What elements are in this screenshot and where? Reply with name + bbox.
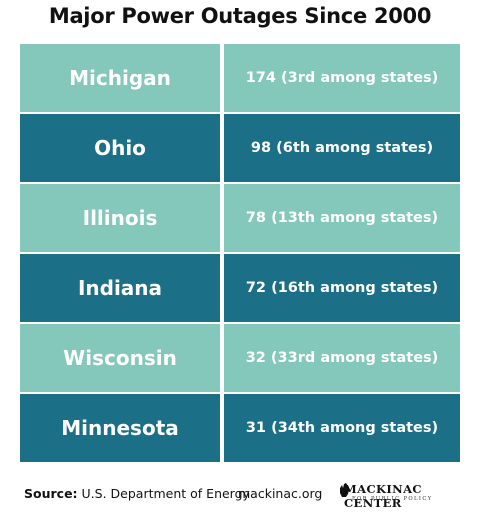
logo-name: MACKINAC CENTER — [344, 482, 422, 510]
michigan-mitten-icon — [340, 483, 349, 497]
state-cell: Ohio — [20, 114, 220, 182]
outage-count-cell: 98 (6th among states) — [224, 114, 460, 182]
outage-count-cell: 32 (33rd among states) — [224, 324, 460, 392]
outage-count-cell: 31 (34th among states) — [224, 394, 460, 462]
table-row: Ohio 98 (6th among states) — [20, 114, 460, 182]
state-cell: Michigan — [20, 44, 220, 112]
table-row: Illinois 78 (13th among states) — [20, 184, 460, 252]
state-cell: Minnesota — [20, 394, 220, 462]
footer: Source: U.S. Department of Energy mackin… — [0, 482, 480, 510]
state-cell: Indiana — [20, 254, 220, 322]
table-row: Minnesota 31 (34th among states) — [20, 394, 460, 462]
source-note: Source: U.S. Department of Energy — [24, 486, 250, 501]
chart-title: Major Power Outages Since 2000 — [48, 4, 432, 28]
mackinac-center-logo: MACKINAC CENTER FOR PUBLIC POLICY — [338, 482, 464, 510]
table-row: Michigan 174 (3rd among states) — [20, 44, 460, 112]
source-label: Source: — [24, 486, 78, 501]
table-row: Indiana 72 (16th among states) — [20, 254, 460, 322]
state-cell: Illinois — [20, 184, 220, 252]
state-cell: Wisconsin — [20, 324, 220, 392]
outage-count-cell: 72 (16th among states) — [224, 254, 460, 322]
outage-count-cell: 174 (3rd among states) — [224, 44, 460, 112]
table-row: Wisconsin 32 (33rd among states) — [20, 324, 460, 392]
website-url: mackinac.org — [238, 486, 323, 501]
outage-count-cell: 78 (13th among states) — [224, 184, 460, 252]
source-text: U.S. Department of Energy — [81, 486, 250, 501]
logo-tagline: FOR PUBLIC POLICY — [352, 496, 433, 502]
